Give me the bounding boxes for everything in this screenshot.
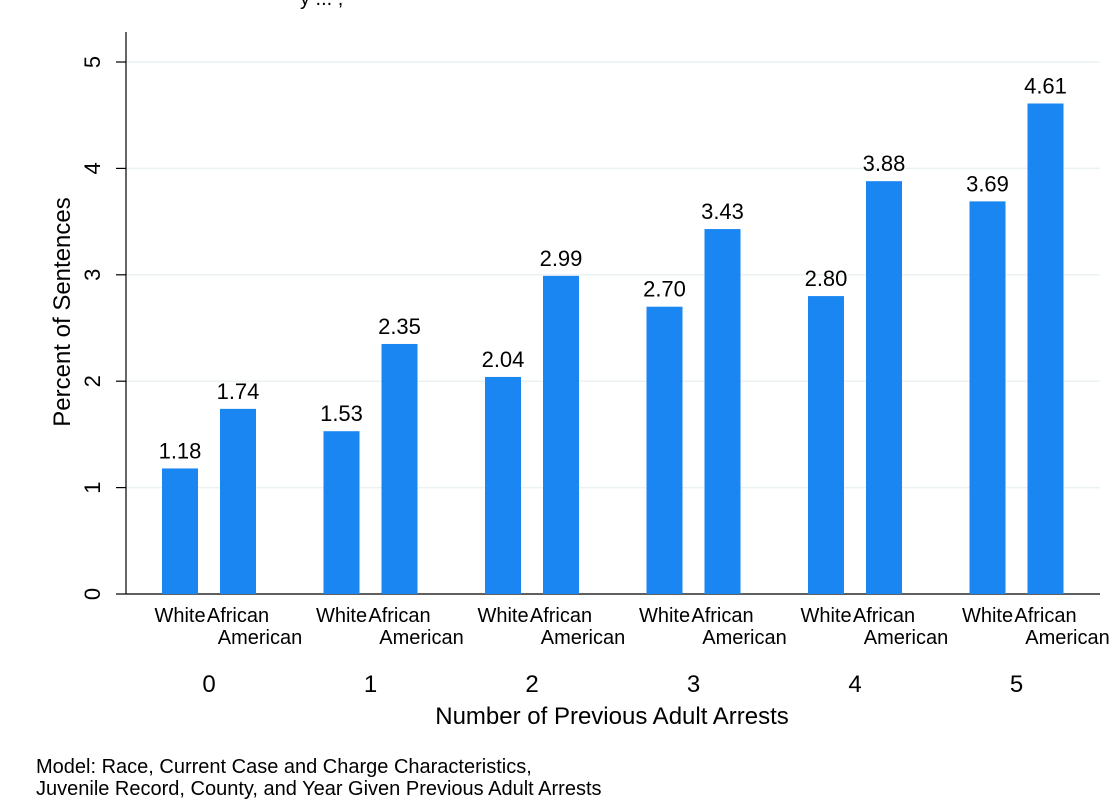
data-label: 1.18 bbox=[159, 438, 202, 463]
y-tick-label: 0 bbox=[80, 588, 105, 600]
subcategory-label: White bbox=[800, 605, 851, 627]
data-label: 2.80 bbox=[805, 266, 848, 291]
subcategory-label: American bbox=[1025, 627, 1109, 649]
subcategory-label: American bbox=[702, 627, 786, 649]
group-label: 5 bbox=[1010, 671, 1023, 698]
group-label: 3 bbox=[687, 671, 700, 698]
bar bbox=[220, 408, 256, 594]
bar bbox=[808, 296, 844, 594]
data-labels: 1.18 1.74 1.53 2.35 2.04 2.99 2.70 3.43 2.80 3.88… bbox=[159, 73, 1067, 463]
axes bbox=[116, 32, 1100, 595]
bar bbox=[866, 181, 902, 594]
subcategory-label: American bbox=[864, 627, 948, 649]
data-label: 1.53 bbox=[320, 401, 363, 426]
group-label: 2 bbox=[525, 671, 538, 698]
bar bbox=[162, 468, 198, 594]
group-label: 4 bbox=[848, 671, 861, 698]
subcategory-label: American bbox=[541, 627, 625, 649]
subcategory-label: African bbox=[207, 605, 269, 627]
subcategory-label: African bbox=[530, 605, 592, 627]
bar bbox=[704, 229, 741, 594]
y-tick-label: 3 bbox=[80, 269, 105, 281]
model-note: Model: Race, Current Case and Charge Cha… bbox=[36, 756, 602, 800]
y-tick-label: 5 bbox=[80, 56, 105, 68]
data-label: 1.74 bbox=[217, 379, 260, 404]
x-axis-label: Number of Previous Adult Arrests bbox=[435, 703, 788, 730]
bar bbox=[646, 306, 683, 594]
subcategory-label: African bbox=[691, 605, 753, 627]
gridlines bbox=[126, 61, 1100, 489]
y-tick-label: 4 bbox=[80, 162, 105, 174]
subcategory-label: White bbox=[316, 605, 367, 627]
data-label: 4.61 bbox=[1024, 73, 1067, 98]
bar bbox=[381, 343, 418, 594]
group-label: 0 bbox=[202, 671, 215, 698]
subcategory-label: African bbox=[853, 605, 915, 627]
data-label: 3.88 bbox=[863, 151, 906, 176]
subcategory-label: White bbox=[154, 605, 205, 627]
bar bbox=[969, 201, 1006, 594]
data-label: 2.99 bbox=[540, 246, 583, 271]
data-label: 2.70 bbox=[643, 277, 686, 302]
bar bbox=[1027, 103, 1064, 594]
bar bbox=[485, 376, 521, 594]
subcategory-label: American bbox=[379, 627, 463, 649]
data-label: 2.04 bbox=[482, 347, 525, 372]
subcategory-label: White bbox=[639, 605, 690, 627]
group-label: 1 bbox=[364, 671, 377, 698]
model-note-line-2: Juvenile Record, County, and Year Given … bbox=[36, 778, 602, 800]
model-note-line-1: Model: Race, Current Case and Charge Cha… bbox=[36, 756, 532, 778]
subcategory-label: White bbox=[477, 605, 528, 627]
chart-title-fragment: y ... , bbox=[300, 0, 343, 11]
subcategory-label: African bbox=[1014, 605, 1076, 627]
data-label: 2.35 bbox=[378, 314, 421, 339]
y-axis-label: Percent of Sentences bbox=[49, 197, 76, 426]
data-label: 3.43 bbox=[701, 199, 744, 224]
subcategory-label: White bbox=[962, 605, 1013, 627]
bars bbox=[162, 103, 1064, 594]
subcategory-label: African bbox=[368, 605, 430, 627]
subcategory-label: American bbox=[218, 627, 302, 649]
y-tick-label: 2 bbox=[80, 375, 105, 387]
bar bbox=[323, 431, 360, 594]
y-tick-label: 1 bbox=[80, 481, 105, 493]
bar bbox=[543, 275, 579, 594]
data-label: 3.69 bbox=[966, 171, 1009, 196]
